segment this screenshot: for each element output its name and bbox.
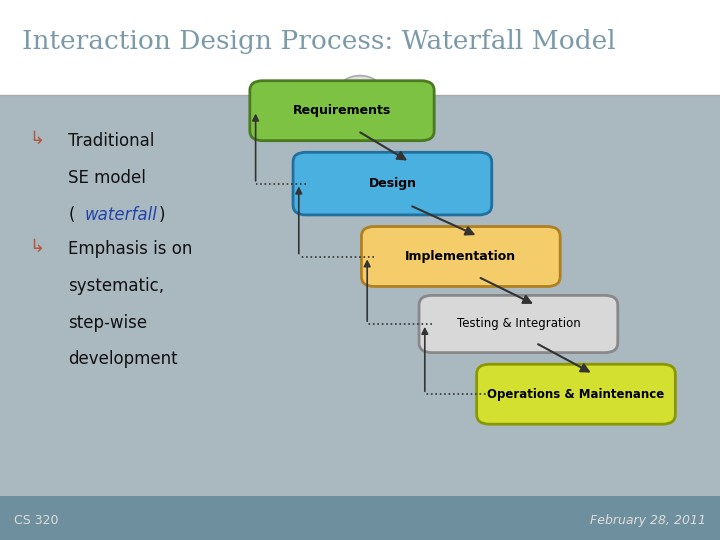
FancyBboxPatch shape (419, 295, 618, 353)
Text: Traditional: Traditional (68, 132, 155, 150)
Text: Operations & Maintenance: Operations & Maintenance (487, 388, 665, 401)
Text: waterfall: waterfall (84, 206, 157, 224)
Text: (: ( (68, 206, 75, 224)
FancyBboxPatch shape (293, 152, 492, 215)
Text: ): ) (158, 206, 165, 224)
Text: Implementation: Implementation (405, 250, 516, 263)
Text: ↳: ↳ (29, 238, 44, 255)
Text: SE model: SE model (68, 169, 146, 187)
Text: step-wise: step-wise (68, 314, 148, 332)
FancyBboxPatch shape (0, 496, 720, 540)
Text: ↳: ↳ (29, 130, 44, 147)
Text: Design: Design (369, 177, 416, 190)
Text: systematic,: systematic, (68, 277, 165, 295)
Text: CS 320: CS 320 (14, 514, 59, 526)
Text: February 28, 2011: February 28, 2011 (590, 514, 706, 526)
Text: Testing & Integration: Testing & Integration (456, 318, 580, 330)
Circle shape (337, 76, 383, 110)
Text: 11: 11 (354, 88, 366, 98)
Text: development: development (68, 350, 178, 368)
FancyBboxPatch shape (477, 364, 675, 424)
FancyBboxPatch shape (361, 226, 560, 286)
Text: Interaction Design Process: Waterfall Model: Interaction Design Process: Waterfall Mo… (22, 29, 615, 55)
Text: Emphasis is on: Emphasis is on (68, 240, 193, 258)
Text: Requirements: Requirements (293, 104, 391, 117)
FancyBboxPatch shape (250, 80, 434, 140)
FancyBboxPatch shape (0, 0, 720, 94)
